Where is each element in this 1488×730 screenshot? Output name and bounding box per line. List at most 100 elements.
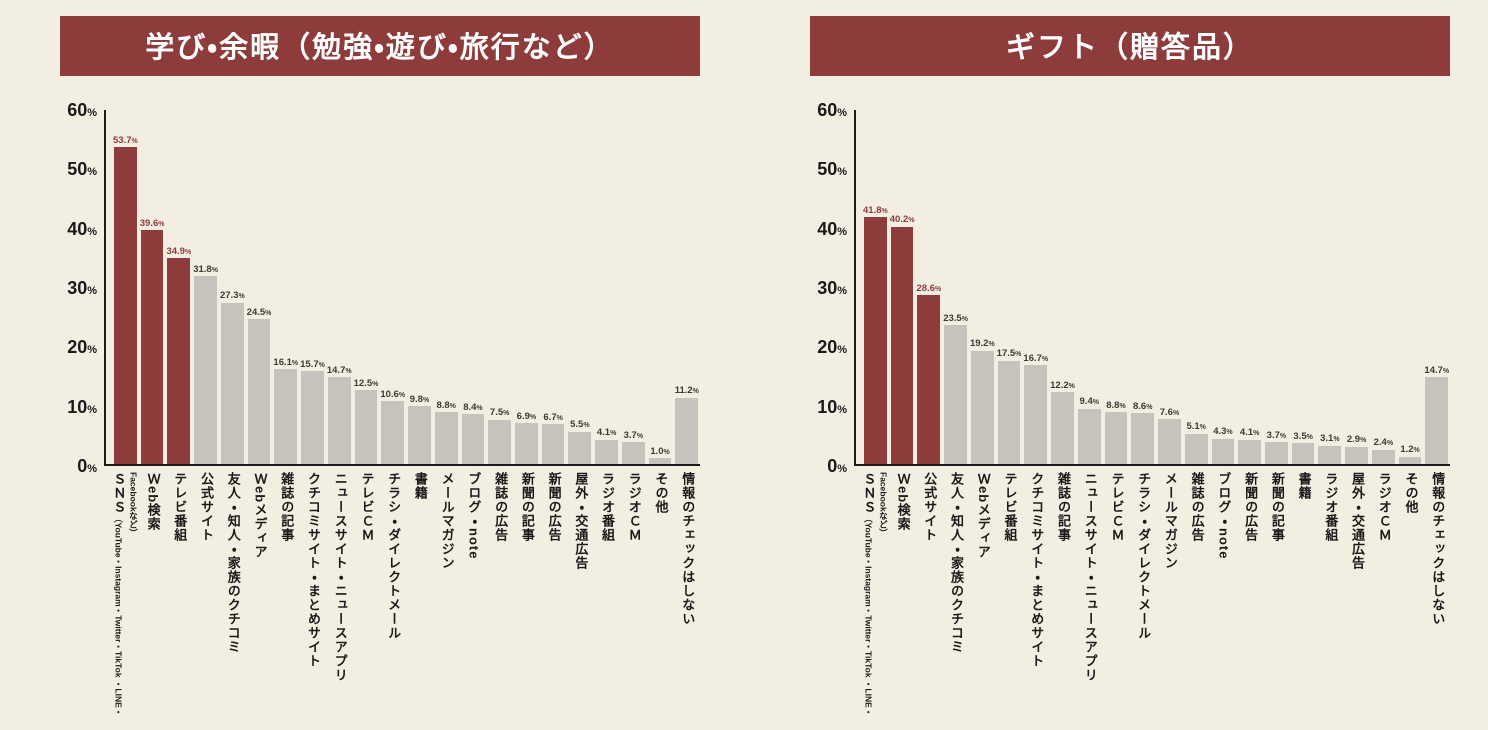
bar-value-label: 19.2% <box>969 338 995 350</box>
bar-value-label: 39.6% <box>139 217 165 229</box>
bar-value-label: 14.7% <box>326 364 352 376</box>
bar-column: 8.8% <box>434 110 458 464</box>
bar-category-label: 新聞の広告 <box>546 472 562 542</box>
plot-area: 0% 10% 20% 30% 40% 50% 60% 41.8% 40.2% 28.6% 23.5… <box>810 101 1450 718</box>
bar-value-label: 15.7% <box>300 358 325 370</box>
bar-category-label: Ｗeb検索 <box>145 472 161 532</box>
bar-category-label: ラジオＣＭ <box>1376 472 1392 542</box>
bar-category: 書籍 <box>1292 472 1315 718</box>
bar-value-label: 41.8% <box>863 204 888 216</box>
bar-column: 3.1% <box>1318 110 1342 464</box>
bar-category: クチコミサイト・まとめサイト <box>301 472 324 718</box>
bar-column: 2.9% <box>1345 110 1368 464</box>
bar-category-label: ブログ・note <box>1216 472 1232 560</box>
bar-column: 14.7% <box>1424 110 1449 464</box>
y-tick-label: 30% <box>67 278 97 298</box>
bar <box>568 431 592 464</box>
bar <box>114 147 137 464</box>
bar <box>1265 442 1288 464</box>
bar-category-label: 雑誌の記事 <box>279 472 295 542</box>
bar-category: 友人・知人・家族のクチコミ <box>944 472 967 718</box>
bar-column: 7.6% <box>1158 110 1181 464</box>
bar-value-label: 4.1% <box>1239 427 1260 439</box>
bar <box>1398 456 1422 464</box>
bar-value-label: 1.0% <box>650 445 670 457</box>
bar <box>301 371 324 464</box>
bar-column: 53.7% <box>113 110 138 464</box>
bar-category-label: 書籍 <box>1296 472 1312 500</box>
bar-category-label: クチコミサイト・まとめサイト <box>305 472 321 668</box>
bar-category-label: 雑誌の記事 <box>1055 472 1071 542</box>
bar-category-label: 屋外・交通広告 <box>573 472 589 570</box>
y-tick-label: 50% <box>67 159 97 180</box>
bar-column: 39.6% <box>139 110 165 464</box>
bar-column: 5.5% <box>568 110 592 464</box>
bar-category-label: ニュースサイト・ニュースアプリ <box>1082 472 1098 682</box>
y-tick-label: 30% <box>817 278 847 298</box>
bar <box>1051 392 1074 464</box>
bar-category-label: 友人・知人・家族のクチコミ <box>225 472 241 654</box>
bar-category: テレビ番組 <box>998 472 1021 718</box>
bar-column: 40.2% <box>890 110 914 464</box>
bar-column: 10.6% <box>380 110 406 464</box>
bar-column: 3.7% <box>621 110 645 464</box>
bar-column: 9.4% <box>1077 110 1101 464</box>
bar-category-label: テレビＣＭ <box>1109 472 1125 542</box>
bar-category-label: 屋外・交通広告 <box>1350 472 1366 570</box>
bar-category-label: メールマガジン <box>1162 472 1178 570</box>
y-tick-label: 60% <box>67 100 97 120</box>
bar-category-label: チラシ・ダイレクトメール <box>386 472 402 640</box>
bar-value-label: 31.8% <box>193 263 218 275</box>
bar-column: 27.3% <box>219 110 245 464</box>
plot-area: 0% 10% 20% 30% 40% 50% 60% 53.7% 39.6% 34.9% 31.8… <box>60 101 700 718</box>
bar <box>515 423 538 464</box>
bar-column: 23.5% <box>943 110 968 464</box>
bar-category: チラシ・ダイレクトメール <box>381 472 404 718</box>
bar-category-label: ラジオ番組 <box>600 472 616 542</box>
bar-category: Ｗeb検索 <box>141 472 164 718</box>
labels-row: ＳＮＳ（YouTube・Instagram・Twitter・TikTok ・LI… <box>106 466 700 718</box>
bar <box>1318 445 1342 464</box>
bar-value-label: 28.6% <box>916 282 942 294</box>
bar-category: 雑誌の記事 <box>1051 472 1074 718</box>
y-tick-label: 20% <box>67 337 97 358</box>
bar-column: 19.2% <box>969 110 995 464</box>
bar-value-label: 2.4% <box>1373 437 1394 449</box>
chart-gift: ギフト（贈答品） 0% 10% 20% 30% 40% 50% 60% 41.8% 40.2%… <box>810 16 1450 718</box>
bar-category-label: その他 <box>1403 472 1419 514</box>
bar-value-label: 16.1% <box>273 356 299 368</box>
bar <box>1104 412 1128 464</box>
bar-column: 4.1% <box>1238 110 1262 464</box>
y-tick-label: 60% <box>817 100 847 120</box>
bar-category: テレビ番組 <box>167 472 190 718</box>
bar-value-label: 6.9% <box>516 410 537 422</box>
bar <box>648 458 672 464</box>
bar-category: 新聞の記事 <box>515 472 538 718</box>
bar-value-label: 8.4% <box>463 401 483 413</box>
y-tick-label: 20% <box>817 337 847 358</box>
bar-column: 31.8% <box>193 110 218 464</box>
y-axis: 0% 10% 20% 30% 40% 50% 60% <box>60 101 104 475</box>
bar-column: 15.7% <box>300 110 325 464</box>
bar-column: 24.5% <box>247 110 271 464</box>
bar-category: Ｗebメディア <box>248 472 271 718</box>
bar-value-label: 5.1% <box>1186 421 1206 433</box>
bar-category: テレビＣＭ <box>1105 472 1128 718</box>
bar-category-label: 公式サイト <box>199 472 215 542</box>
bar-category: ニュースサイト・ニュースアプリ <box>328 472 351 718</box>
bar-category-sublabel: （YouTube・Instagram・Twitter・TikTok ・LINE・… <box>863 472 889 717</box>
bar-value-label: 10.6% <box>380 388 406 400</box>
bar-category: ラジオＣＭ <box>1372 472 1395 718</box>
bar-category: ラジオ番組 <box>1318 472 1341 718</box>
bar-value-label: 27.3% <box>219 290 245 302</box>
bar <box>140 230 164 464</box>
bar-category-label: 雑誌の広告 <box>493 472 509 542</box>
bar <box>434 412 458 464</box>
bar-category: ニュースサイト・ニュースアプリ <box>1078 472 1101 718</box>
bar-category: クチコミサイト・まとめサイト <box>1024 472 1047 718</box>
bar-category: 情報のチェックはしない <box>675 472 698 718</box>
bar-category-sublabel: （YouTube・Instagram・Twitter・TikTok ・LINE・… <box>113 472 139 717</box>
bar-category-label: ニュースサイト・ニュースアプリ <box>332 472 348 682</box>
bars-row: 53.7% 39.6% 34.9% 31.8% 27.3% 24.5% 16.1% 15.7%… <box>104 110 700 466</box>
bar-category-label: テレビＣＭ <box>359 472 375 542</box>
